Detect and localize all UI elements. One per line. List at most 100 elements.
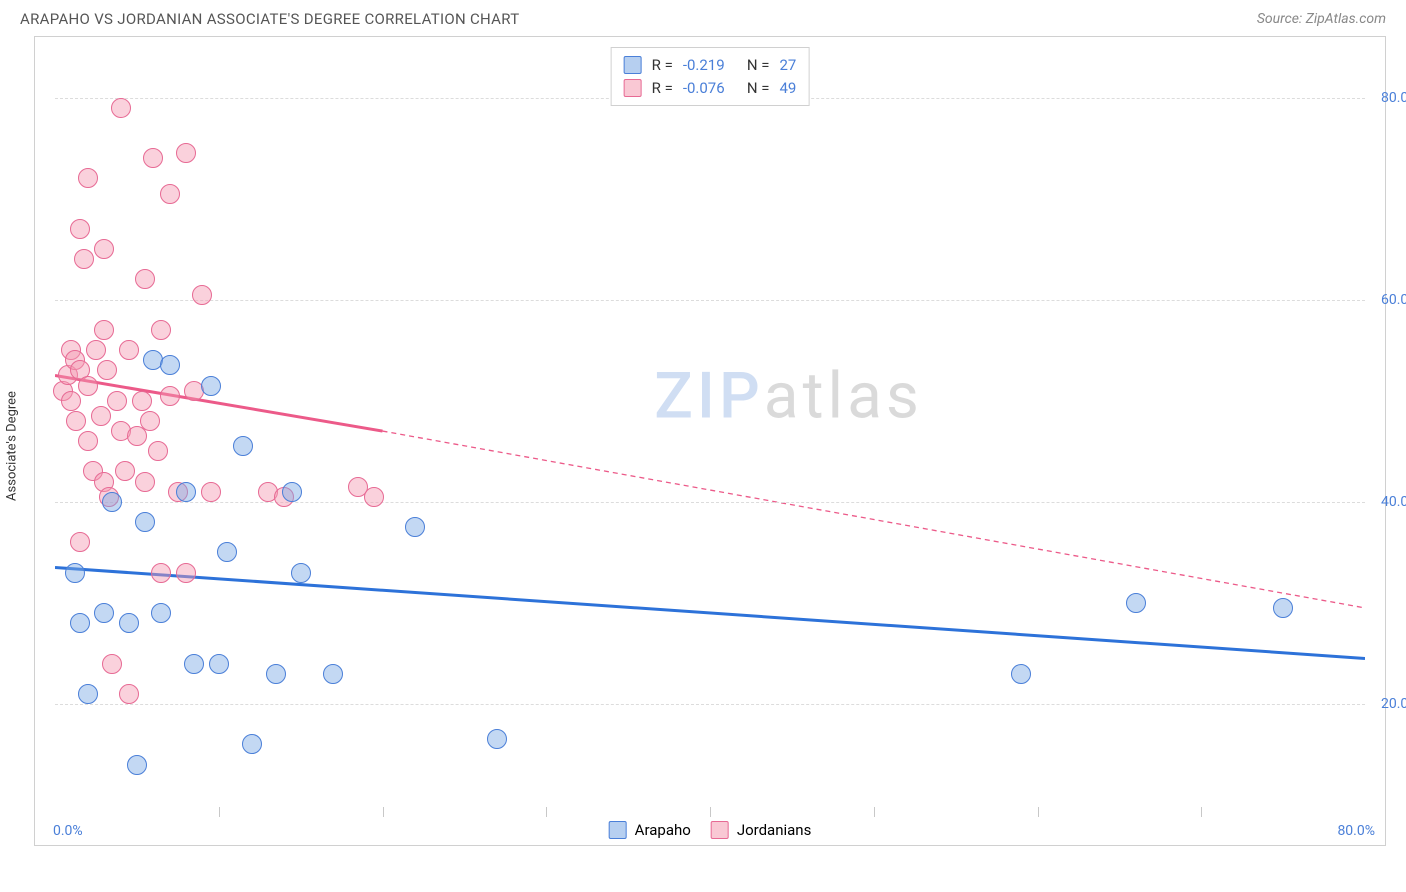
arapaho-point — [176, 482, 196, 502]
n-label: N = — [747, 54, 770, 77]
jordanian-point — [160, 184, 180, 204]
jordanian-point — [78, 376, 98, 396]
jordanian-point — [94, 320, 114, 340]
chart-area: ZIPatlas 20.0%40.0%60.0%80.0% R = -0.219 N… — [34, 36, 1386, 846]
arapaho-point — [102, 492, 122, 512]
arapaho-point — [1011, 664, 1031, 684]
arapaho-point — [70, 613, 90, 633]
arapaho-point — [151, 603, 171, 623]
x-axis-max-label: 80.0% — [1337, 823, 1375, 839]
r-label: R = — [652, 54, 673, 77]
gridline — [55, 502, 1365, 503]
jordanian-point — [111, 98, 131, 118]
legend-label: Arapaho — [635, 821, 691, 839]
arapaho-point — [135, 512, 155, 532]
jordanian-point — [70, 219, 90, 239]
jordanian-point — [132, 391, 152, 411]
x-tick — [874, 807, 875, 817]
legend-label: Jordanians — [737, 821, 812, 839]
jordanian-point — [61, 391, 81, 411]
y-tick-label: 40.0% — [1371, 494, 1406, 510]
legend-item: Arapaho — [609, 821, 691, 839]
jordanian-point — [102, 654, 122, 674]
trend-lines — [55, 47, 1365, 805]
arapaho-point — [282, 482, 302, 502]
legend-swatch — [624, 79, 642, 97]
watermark: ZIPatlas — [654, 358, 923, 433]
r-value: -0.219 — [683, 54, 737, 77]
jordanian-point — [143, 148, 163, 168]
jordanian-point — [119, 684, 139, 704]
x-tick — [710, 807, 711, 817]
gridline — [55, 300, 1365, 301]
jordanian-point — [176, 563, 196, 583]
arapaho-point — [487, 729, 507, 749]
jordanian-point — [86, 340, 106, 360]
jordanian-point — [91, 406, 111, 426]
arapaho-point — [242, 734, 262, 754]
jordanian-point — [364, 487, 384, 507]
jordanian-point — [107, 391, 127, 411]
jordanian-point — [140, 411, 160, 431]
watermark-atlas: atlas — [764, 358, 923, 433]
arapaho-point — [209, 654, 229, 674]
arapaho-point — [291, 563, 311, 583]
legend-stat-row: R =-0.219N =27 — [624, 54, 797, 77]
arapaho-point — [184, 654, 204, 674]
x-tick — [1201, 807, 1202, 817]
jordanian-point — [148, 441, 168, 461]
legend-item: Jordanians — [711, 821, 812, 839]
jordanian-point — [135, 269, 155, 289]
jordanian-point — [135, 472, 155, 492]
jordanian-point — [70, 532, 90, 552]
x-tick — [219, 807, 220, 817]
jordanian-point — [160, 386, 180, 406]
legend-series: Arapaho Jordanians — [609, 821, 812, 839]
y-axis-label: Associate's Degree — [5, 391, 20, 501]
jordanian-point — [119, 340, 139, 360]
chart-title: ARAPAHO VS JORDANIAN ASSOCIATE'S DEGREE … — [20, 10, 519, 28]
jordanian-point — [74, 249, 94, 269]
jordanian-point — [192, 285, 212, 305]
arapaho-point — [201, 376, 221, 396]
r-value: -0.076 — [683, 77, 737, 100]
arapaho-point — [65, 563, 85, 583]
legend-swatch — [609, 821, 627, 839]
jordanian-point — [151, 563, 171, 583]
x-tick — [1038, 807, 1039, 817]
jordanian-point — [176, 143, 196, 163]
r-label: R = — [652, 77, 673, 100]
legend-stat-row: R = -0.076 N = 49 — [624, 77, 797, 100]
source-label: Source: ZipAtlas.com — [1257, 11, 1386, 27]
arapaho-point — [1273, 598, 1293, 618]
jordanian-point — [115, 461, 135, 481]
x-axis-min-label: 0.0% — [53, 823, 83, 839]
x-tick — [546, 807, 547, 817]
legend-swatch — [624, 56, 642, 74]
arapaho-point — [1126, 593, 1146, 613]
legend-swatch — [711, 821, 729, 839]
legend-stats: R =-0.219N =27R =-0.076N =49 — [611, 47, 810, 106]
arapaho-point — [127, 755, 147, 775]
x-tick — [383, 807, 384, 817]
y-tick-label: 20.0% — [1371, 696, 1406, 712]
gridline — [55, 704, 1365, 705]
jordanian-point — [97, 360, 117, 380]
jordanian-point — [66, 411, 86, 431]
y-tick-label: 80.0% — [1371, 90, 1406, 106]
jordanian-point — [78, 168, 98, 188]
arapaho-point — [217, 542, 237, 562]
arapaho-point — [405, 517, 425, 537]
n-label: N = — [747, 77, 770, 100]
watermark-zip: ZIP — [654, 358, 764, 433]
plot-region: ZIPatlas 20.0%40.0%60.0%80.0% — [55, 47, 1365, 805]
arapaho-point — [94, 603, 114, 623]
n-value: 49 — [779, 77, 796, 100]
jordanian-point — [201, 482, 221, 502]
y-tick-label: 60.0% — [1371, 292, 1406, 308]
arapaho-point — [233, 436, 253, 456]
arapaho-point — [323, 664, 343, 684]
jordanian-point — [78, 431, 98, 451]
arapaho-point — [119, 613, 139, 633]
arapaho-point — [160, 355, 180, 375]
